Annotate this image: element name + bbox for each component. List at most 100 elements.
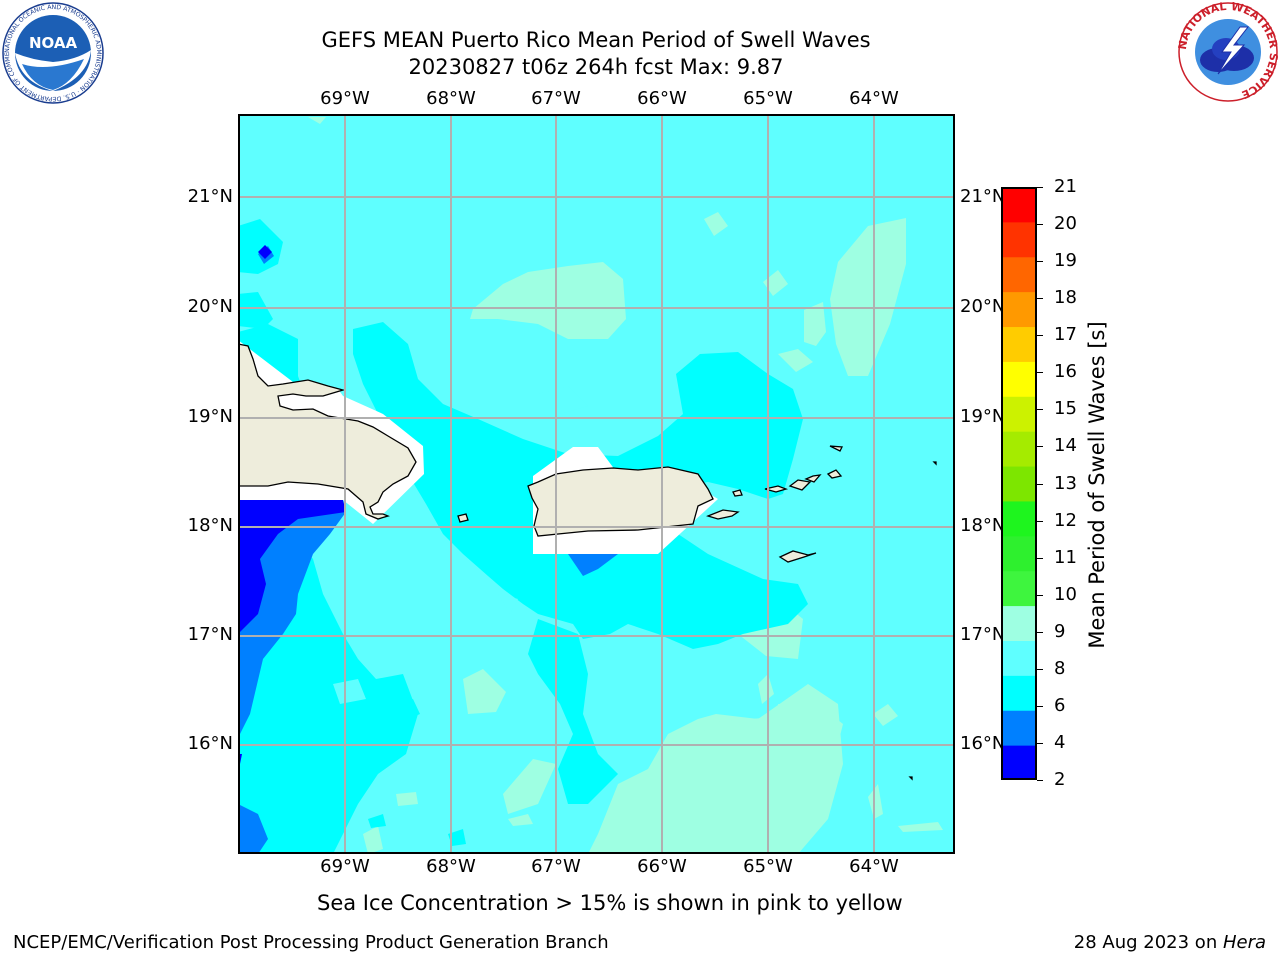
lon-label-bottom-64w: 64°W — [849, 856, 899, 877]
colorbar-tick-label: 8 — [1054, 657, 1066, 679]
colorbar-cell — [1001, 745, 1037, 780]
colorbar-tick-label: 6 — [1054, 694, 1066, 716]
sea-ice-footnote: Sea Ice Concentration > 15% is shown in … — [317, 891, 903, 915]
colorbar-cell — [1001, 326, 1037, 362]
map-frame — [238, 114, 955, 854]
colorbar-tick-label: 2 — [1054, 769, 1066, 790]
colorbar-frame — [1001, 187, 1037, 780]
colorbar-title: Mean Period of Swell Waves [s] — [1085, 321, 1109, 649]
colorbar-tick-mark — [1037, 261, 1043, 263]
hispaniola-land — [238, 343, 417, 520]
colorbar-tick-mark — [1037, 557, 1043, 559]
colorbar-tick-label: 12 — [1054, 509, 1077, 531]
lon-label-bottom-67w: 67°W — [531, 856, 581, 877]
colorbar-tick-label: 4 — [1054, 731, 1066, 753]
lat-label-left-21n: 21°N — [187, 186, 233, 207]
colorbar-tick-mark — [1037, 335, 1043, 337]
graticule — [238, 114, 955, 854]
colorbar-tick-label: 11 — [1054, 546, 1077, 568]
colorbar-tick-label: 19 — [1054, 250, 1077, 272]
light-swell-patches — [333, 386, 588, 704]
colorbar-cell — [1001, 431, 1037, 467]
colorbar-tick-mark — [1037, 372, 1043, 374]
lat-label-right-20n: 20°N — [960, 296, 1006, 317]
date-stamp: 28 Aug 2023 on Hera — [1074, 932, 1266, 953]
colorbar-tick-label: 21 — [1054, 176, 1077, 197]
colorbar-cell — [1001, 535, 1037, 572]
colorbar-tick-mark — [1037, 298, 1043, 300]
lon-label-top-67w: 67°W — [531, 88, 581, 109]
colorbar-tick-mark — [1037, 705, 1043, 707]
colorbar-cell — [1001, 605, 1037, 641]
chart-title: GEFS MEAN Puerto Rico Mean Period of Swe… — [321, 28, 871, 52]
colorbar-tick-mark — [1037, 742, 1043, 744]
colorbar-cell — [1001, 291, 1037, 328]
lon-label-top-64w: 64°W — [849, 88, 899, 109]
colorbar-tick-label: 14 — [1054, 435, 1077, 457]
lon-label-bottom-69w: 69°W — [320, 856, 370, 877]
lat-label-left-16n: 16°N — [187, 733, 233, 754]
colorbar-tick-mark — [1037, 446, 1043, 448]
map-plot — [238, 114, 955, 854]
colorbar-tick-mark — [1037, 594, 1043, 596]
colorbar-cell — [1001, 187, 1037, 223]
colorbar-cell — [1001, 570, 1037, 607]
lon-label-bottom-68w: 68°W — [426, 856, 476, 877]
colorbar-tick-label: 9 — [1054, 620, 1066, 642]
lon-label-top-66w: 66°W — [637, 88, 687, 109]
pale-swell-patches — [308, 117, 943, 854]
colorbar — [1001, 187, 1037, 780]
lat-label-left-20n: 20°N — [187, 296, 233, 317]
lat-label-right-17n: 17°N — [960, 624, 1006, 645]
colorbar-tick-mark — [1037, 668, 1043, 670]
colorbar-cell — [1001, 221, 1037, 258]
st-croix-island — [778, 550, 817, 563]
lat-label-left-18n: 18°N — [187, 515, 233, 536]
colorbar-tick-label: 16 — [1054, 361, 1077, 383]
colorbar-tick-mark — [1037, 409, 1043, 411]
anegada-island — [829, 445, 844, 452]
lon-label-bottom-66w: 66°W — [637, 856, 687, 877]
colorbar-cell — [1001, 396, 1037, 432]
colorbar-tick-mark — [1037, 224, 1043, 226]
colorbar-cell — [1001, 361, 1037, 397]
colorbar-tick-mark — [1037, 483, 1043, 485]
colorbar-tick-label: 17 — [1054, 324, 1077, 346]
colorbar-cell — [1001, 710, 1037, 746]
colorbar-cell — [1001, 500, 1037, 537]
colorbar-tick-label: 15 — [1054, 398, 1077, 420]
colorbar-cell — [1001, 675, 1037, 711]
land-masses — [238, 343, 937, 781]
noaa-logo: NATIONAL OCEANIC AND ATMOSPHERIC ADMINIS… — [2, 2, 104, 104]
noaa-wordmark: NOAA — [29, 34, 78, 52]
colorbar-tick-mark — [1037, 520, 1043, 522]
host-name: Hera — [1222, 932, 1266, 953]
nws-logo: NATIONAL WEATHER SERVICE — [1178, 2, 1278, 102]
colorbar-tick-label: 20 — [1054, 213, 1077, 235]
culebra-island — [732, 489, 743, 497]
lat-label-left-19n: 19°N — [187, 406, 233, 427]
tortola-island — [804, 474, 822, 483]
credit-text: NCEP/EMC/Verification Post Processing Pr… — [13, 932, 609, 953]
colorbar-cell — [1001, 466, 1037, 502]
lon-label-top-69w: 69°W — [320, 88, 370, 109]
st-john-island — [788, 479, 812, 491]
lat-label-right-19n: 19°N — [960, 406, 1006, 427]
tiny-island-b — [908, 776, 913, 781]
mona-island — [457, 513, 469, 523]
lat-label-left-17n: 17°N — [187, 624, 233, 645]
colorbar-tick-mark — [1037, 631, 1043, 633]
colorbar-tick-label: 18 — [1054, 287, 1077, 309]
lat-label-right-21n: 21°N — [960, 186, 1006, 207]
colorbar-cell — [1001, 256, 1037, 293]
colorbar-cell — [1001, 640, 1037, 676]
virgin-gorda-island — [826, 469, 843, 479]
chart-subtitle: 20230827 t06z 264h fcst Max: 9.87 — [408, 55, 784, 79]
vieques-island — [706, 509, 740, 520]
lon-label-top-68w: 68°W — [426, 88, 476, 109]
colorbar-tick-label: 10 — [1054, 583, 1077, 605]
lat-label-right-16n: 16°N — [960, 733, 1006, 754]
lat-label-right-18n: 18°N — [960, 515, 1006, 536]
st-thomas-island — [764, 485, 789, 493]
colorbar-tick-mark — [1037, 780, 1043, 781]
